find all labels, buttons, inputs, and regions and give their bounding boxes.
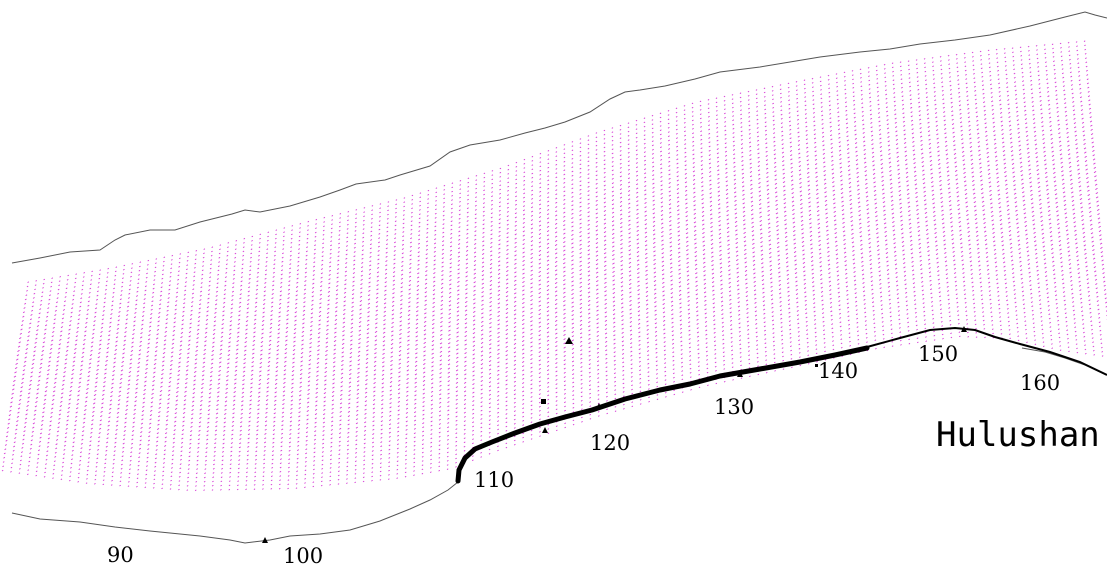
triangle-marker-icon [737,371,743,377]
square-marker-icon [815,364,818,367]
distance-label-100: 100 [283,544,323,565]
distance-label-140: 140 [818,359,858,383]
velocity-vector-field [1,40,1107,492]
triangle-marker-icon [262,537,268,543]
place-name-label: Hulushan [936,415,1100,455]
distance-label-90: 90 [107,543,134,565]
upper-bank-line [11,11,1107,264]
lower-bank-line [11,481,459,544]
distance-label-130: 130 [714,395,754,419]
velocity-vectors [1,40,1107,492]
triangle-marker-icon [565,337,573,344]
distance-label-150: 150 [918,342,958,366]
hulushan-coastline [455,345,870,484]
triangle-marker-icon [542,427,548,433]
triangle-marker-icon [596,403,602,409]
distance-label-110: 110 [474,468,514,492]
square-marker-icon [541,399,546,404]
triangle-marker-icon [961,326,967,332]
distance-label-120: 120 [590,431,630,455]
hulushan-coastline-east [866,326,1107,376]
distance-label-160: 160 [1020,371,1060,395]
